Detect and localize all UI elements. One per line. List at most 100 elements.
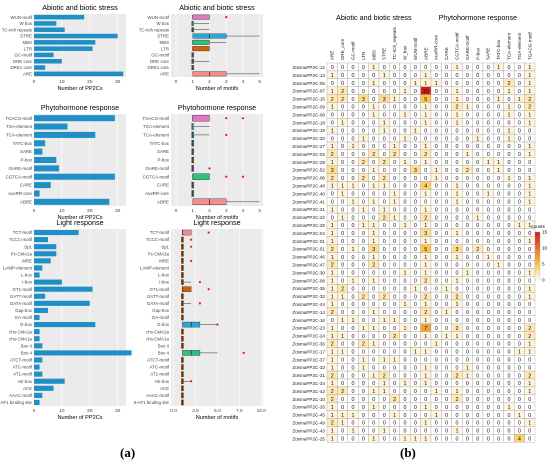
cell-value: 0 [393, 81, 396, 87]
cell-value: 1 [383, 318, 386, 324]
y-tick-label: GC-motif [14, 53, 32, 58]
cell-value: 1 [383, 381, 386, 387]
cell-value: 0 [331, 121, 334, 127]
x-axis-label: Number of motifs [196, 86, 239, 92]
y-tick-label: TGACG-motif [5, 116, 32, 121]
cell-value: 0 [404, 310, 407, 316]
cell-value: 0 [466, 207, 469, 213]
cell-value: 3 [331, 168, 334, 174]
bar [34, 65, 46, 70]
box-panel-0: Abiotic and biotic stress 0 1 2 3 4 5 WUN-motif… [139, 3, 263, 92]
cell-value: 0 [393, 381, 396, 387]
cell-value: 1 [528, 223, 531, 229]
cell-value: 0 [404, 255, 407, 261]
cell-value: 0 [518, 144, 521, 150]
x-tick-label: 2 [208, 208, 211, 214]
cell-value: 0 [487, 136, 490, 142]
row-label: ZosmaPP2C-13 [292, 73, 325, 78]
column-label: AuxRR-core [434, 35, 439, 60]
cell-value: 0 [487, 247, 490, 253]
cell-value: 0 [445, 294, 448, 300]
cell-value: 1 [456, 255, 459, 261]
cell-value: 1 [331, 334, 334, 340]
cell-value: 0 [341, 223, 344, 229]
cell-value: 0 [404, 334, 407, 340]
cell-value: 0 [404, 192, 407, 198]
cell-value: 0 [352, 381, 355, 387]
cell-value: 0 [456, 152, 459, 158]
cell-value: 0 [508, 255, 511, 261]
cell-value: 0 [476, 373, 479, 379]
y-tick-label: TCCC-motif [146, 237, 170, 242]
cell-value: 1 [383, 358, 386, 364]
cell-value: 1 [372, 326, 375, 332]
y-tick-label: Pc-CMA2a [148, 251, 170, 256]
cell-value: 1 [404, 136, 407, 142]
cell-value: 0 [383, 255, 386, 261]
cell-value: 0 [414, 200, 417, 206]
cell-value: 2 [393, 152, 396, 158]
cell-value: 1 [424, 302, 427, 308]
cell-value: 0 [445, 200, 448, 206]
cell-value: 0 [528, 318, 531, 324]
cell-value: 0 [404, 152, 407, 158]
cell-value: 0 [435, 405, 438, 411]
cell-value: 2 [528, 105, 531, 111]
cell-value: 1 [456, 97, 459, 103]
cell-value: 0 [435, 271, 438, 277]
bar [34, 237, 48, 243]
bar-panel-title: Phytohormone response [41, 103, 119, 112]
cell-value: 0 [456, 144, 459, 150]
heatmap: Abiotic and biotic stress Phytohormone re… [292, 13, 547, 443]
y-tick-label: Sp1 [161, 244, 169, 249]
cell-value: 0 [508, 247, 511, 253]
y-tick-label: Box 4 [21, 351, 33, 356]
bar [34, 385, 54, 391]
row-label: ZosmaPP2C-51 [292, 247, 325, 252]
box [182, 229, 192, 236]
cell-value: 2 [456, 105, 459, 111]
y-tick-label: AE-box [155, 379, 170, 384]
row-label: ZosmaPP2C-37 [292, 357, 325, 362]
cell-value: 0 [341, 160, 344, 166]
cell-value: 0 [487, 105, 490, 111]
legend-tick-label: 0 [542, 278, 545, 283]
cell-value: 1 [393, 200, 396, 206]
cell-value: 0 [383, 105, 386, 111]
outlier-point [225, 16, 228, 19]
y-tick-label: GATA-motif [147, 301, 170, 306]
cell-value: 1 [508, 105, 511, 111]
cell-value: 0 [445, 223, 448, 229]
cell-value: 1 [424, 405, 427, 411]
cell-value: 0 [404, 231, 407, 237]
cell-value: 0 [393, 105, 396, 111]
cell-value: 0 [393, 184, 396, 190]
cell-value: 0 [352, 421, 355, 427]
bar [34, 148, 43, 155]
cell-value: 0 [476, 200, 479, 206]
cell-value: 0 [508, 302, 511, 308]
cell-value: 1 [508, 113, 511, 119]
column-label: ARE [330, 51, 335, 60]
cell-value: 0 [508, 192, 511, 198]
cell-value: 0 [508, 310, 511, 316]
cell-value: 0 [341, 73, 344, 79]
y-tick-label: W box [20, 21, 33, 26]
cell-value: 0 [518, 200, 521, 206]
cell-value: 0 [404, 184, 407, 190]
cell-value: 1 [383, 207, 386, 213]
cell-value: 0 [508, 421, 511, 427]
x-tick-label: 7.5 [236, 408, 243, 414]
cell-value: 0 [476, 294, 479, 300]
cell-value: 0 [393, 247, 396, 253]
cell-value: 2 [383, 215, 386, 221]
cell-value: 0 [383, 200, 386, 206]
row-label: ZosmaPP2C-23 [292, 326, 325, 331]
cell-value: 1 [528, 65, 531, 71]
cell-value: 1 [435, 389, 438, 395]
cell-value: 0 [476, 381, 479, 387]
cell-value: 0 [508, 429, 511, 435]
cell-value: 0 [414, 310, 417, 316]
y-tick-label: P-box [21, 158, 33, 163]
y-tick-label: GA-motif [15, 315, 33, 320]
